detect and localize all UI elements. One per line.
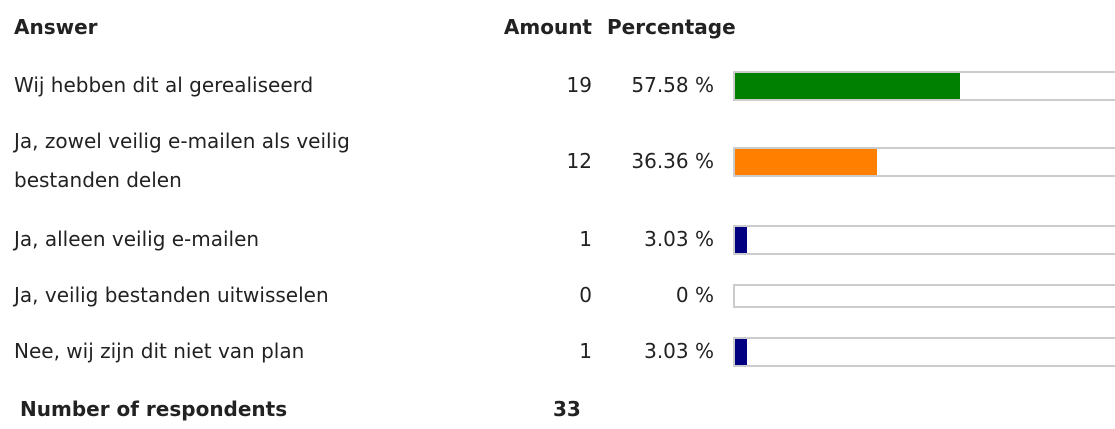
bar [735, 339, 747, 365]
percentage-label: 3.03 % [644, 339, 714, 363]
bar [735, 73, 960, 99]
amount: 1 [579, 227, 592, 251]
amount: 0 [579, 283, 592, 307]
percentage-label: 3.03 % [644, 227, 714, 251]
percentage-label: 57.58 % [631, 73, 714, 97]
answer: Ja, veilig bestanden uitwisselen [14, 283, 329, 307]
bar-track [733, 225, 1115, 255]
answer: Wij hebben dit al gerealiseerd [14, 73, 314, 97]
answer: Ja, zowel veilig e-mailen als veilig bes… [14, 129, 350, 192]
bar [735, 149, 877, 175]
answer: Ja, alleen veilig e-mailen [14, 227, 260, 251]
footer-total: 33 [553, 397, 581, 421]
amount: 1 [579, 339, 592, 363]
percentage-label: 36.36 % [631, 149, 714, 173]
bar-track [733, 337, 1115, 367]
header-amount: Amount [503, 15, 592, 39]
footer-label: Number of respondents [20, 397, 288, 421]
header-percentage: Percentage [607, 15, 736, 39]
percentage-label: 0 % [675, 283, 714, 307]
header-answer: Answer [14, 15, 98, 39]
bar-track [733, 284, 1115, 308]
bar [735, 227, 747, 253]
amount: 19 [566, 73, 592, 97]
amount: 12 [566, 149, 592, 173]
bar-track [733, 147, 1115, 177]
bar-track [733, 71, 1115, 101]
answer: Nee, wij zijn dit niet van plan [14, 339, 305, 363]
